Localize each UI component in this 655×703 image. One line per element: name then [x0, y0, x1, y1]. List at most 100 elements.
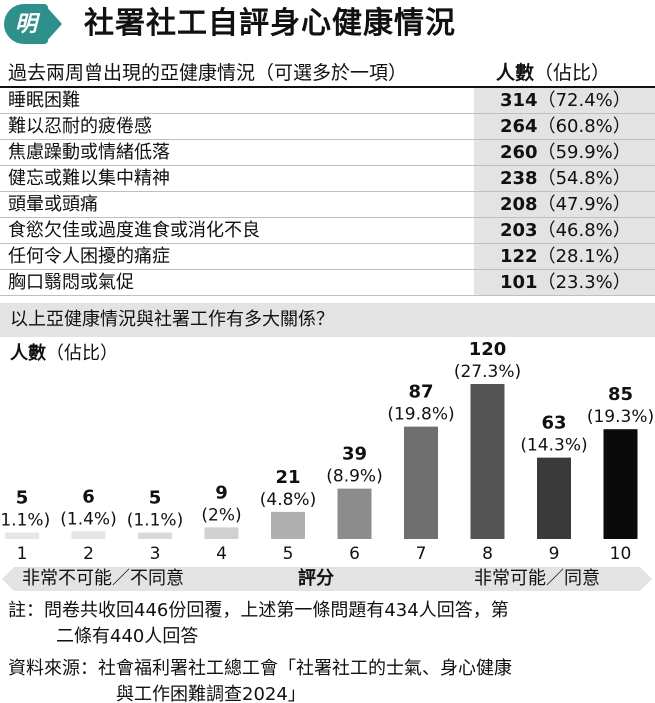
value-label: 5 — [16, 488, 29, 509]
count-cell-bg — [474, 244, 655, 269]
count-pct: （46.8%） — [537, 220, 631, 241]
count-pct: （60.8%） — [537, 116, 631, 137]
value-label: 5 — [149, 488, 162, 509]
symptom-label: 健忘或難以集中精神 — [8, 168, 170, 189]
bar-4 — [204, 527, 239, 539]
chart-ylabel-bold: 人數 — [10, 343, 46, 364]
symptom-label: 焦慮躁動或情緒低落 — [8, 142, 170, 163]
question2-banner: 以上亞健康情況與社署工作有多大關係？ — [0, 303, 655, 337]
symptom-label: 胸口翳悶或氣促 — [8, 272, 134, 293]
scale-bar — [14, 567, 640, 591]
value-label: 63 — [541, 413, 566, 434]
x-tick-label: 8 — [482, 544, 493, 564]
count-cell-bg — [474, 166, 655, 191]
chart-ylabel: 人數（佔比） — [10, 341, 118, 367]
count-cell-bg — [474, 140, 655, 165]
note-line-1: 註：問卷共收回446份回覆，上述第一條問題有434人回答，第 — [8, 600, 509, 621]
logo-glyph: 明 — [14, 11, 37, 37]
column-header-count-bold: 人數 — [496, 62, 535, 84]
column-header-count-rest: （佔比） — [534, 62, 611, 84]
count-cell-bg — [474, 270, 655, 295]
value-label: 85 — [608, 384, 633, 405]
bar-8 — [470, 384, 505, 539]
bar-6 — [337, 488, 372, 539]
symptom-count: 101（23.3%） — [500, 270, 631, 296]
table-row: 焦慮躁動或情緒低落 260（59.9%） — [0, 140, 655, 166]
note-line-2: 二條有440人回答 — [56, 626, 199, 647]
source-line-1: 資料來源：社會福利署社工總工會「社署社工的士氣、身心健康 — [8, 658, 512, 679]
pct-label: (4.8%) — [260, 490, 316, 510]
table-row: 健忘或難以集中精神 238（54.8%） — [0, 166, 655, 192]
rating-scale: 非常不可能／不同意 評分 非常可能／同意 — [0, 564, 655, 594]
count-number: 314 — [500, 90, 538, 111]
symptom-count: 260（59.9%） — [500, 140, 631, 166]
symptom-count: 238（54.8%） — [500, 166, 631, 192]
symptom-count: 208（47.9%） — [500, 192, 631, 218]
column-header-item: 過去兩周曾出現的亞健康情況（可選多於一項） — [8, 62, 408, 84]
value-label: 120 — [469, 340, 507, 360]
bar-9 — [537, 457, 571, 539]
value-label: 6 — [82, 486, 95, 507]
count-pct: （54.8%） — [537, 168, 631, 189]
symptom-label: 食慾欠佳或過度進食或消化不良 — [8, 220, 260, 241]
table-row: 頭暈或頭痛 208（47.9%） — [0, 192, 655, 218]
x-tick-label: 3 — [150, 544, 161, 564]
pct-label: (1.4%) — [60, 509, 116, 529]
pct-label: (1.1%) — [0, 511, 50, 531]
table-row: 睡眠困難 314（72.4%） — [0, 88, 655, 114]
bar-chart: (1.1%)51(1.4%)62(1.1%)53(2%)94(4.8%)215(… — [0, 340, 654, 564]
column-header-count: 人數（佔比） — [496, 60, 610, 86]
x-tick-label: 5 — [283, 544, 294, 564]
count-number: 238 — [500, 168, 538, 189]
table-row: 難以忍耐的疲倦感 264（60.8%） — [0, 114, 655, 140]
x-tick-label: 2 — [83, 544, 94, 564]
pct-label: (8.9%) — [326, 467, 382, 487]
arrow-left-icon — [2, 567, 14, 591]
arrow-right-icon — [640, 567, 652, 591]
count-pct: （59.9%） — [537, 142, 631, 163]
pct-label: (27.3%) — [454, 362, 521, 382]
count-cell-bg — [474, 192, 655, 217]
x-tick-label: 1 — [17, 544, 28, 564]
value-label: 39 — [342, 444, 367, 465]
symptom-count: 264（60.8%） — [500, 114, 631, 140]
count-cell-bg — [474, 218, 655, 243]
count-number: 260 — [500, 142, 538, 163]
x-tick-label: 7 — [416, 544, 427, 564]
bar-3 — [138, 532, 172, 539]
header: 明 社署社工自評身心健康情況 — [0, 0, 655, 52]
scale-right-label: 非常可能／同意 — [474, 568, 600, 589]
scale-left-label: 非常不可能／不同意 — [22, 568, 184, 589]
symptom-count: 314（72.4%） — [500, 88, 631, 114]
x-tick-label: 6 — [349, 544, 360, 564]
count-cell-bg — [474, 114, 655, 139]
symptom-count: 203（46.8%） — [500, 218, 631, 244]
symptom-table: 過去兩周曾出現的亞健康情況（可選多於一項） 人數（佔比） 睡眠困難 314（72.… — [0, 58, 655, 296]
chart-ylabel-rest: （佔比） — [46, 343, 118, 364]
value-label: 21 — [275, 467, 300, 488]
source-line-2: 與工作困難調查2024」 — [116, 684, 306, 703]
table-body: 睡眠困難 314（72.4%） 難以忍耐的疲倦感 264（60.8%） 焦慮躁動或情緒低… — [0, 88, 655, 296]
pct-label: (1.1%) — [127, 511, 183, 531]
logo-badge: 明 — [4, 4, 48, 44]
count-pct: （72.4%） — [537, 90, 631, 111]
bar-7 — [404, 426, 438, 539]
question2-text: 以上亞健康情況與社署工作有多大關係？ — [10, 309, 334, 330]
x-tick-label: 9 — [549, 544, 560, 564]
value-label: 87 — [408, 382, 433, 403]
pct-label: (19.8%) — [387, 405, 454, 425]
table-row: 胸口翳悶或氣促 101（23.3%） — [0, 270, 655, 296]
count-number: 101 — [500, 272, 538, 293]
page-title: 社署社工自評身心健康情況 — [84, 6, 456, 41]
bar-1 — [5, 532, 39, 539]
value-label: 9 — [215, 482, 228, 503]
bar-2 — [71, 531, 106, 539]
pct-label: (19.3%) — [587, 407, 654, 427]
count-number: 203 — [500, 220, 538, 241]
bar-10 — [603, 429, 638, 539]
count-pct: （23.3%） — [537, 272, 631, 293]
symptom-count: 122（28.1%） — [500, 244, 631, 270]
count-number: 122 — [500, 246, 538, 267]
table-header: 過去兩周曾出現的亞健康情況（可選多於一項） 人數（佔比） — [0, 58, 655, 88]
count-cell-bg — [474, 88, 655, 113]
